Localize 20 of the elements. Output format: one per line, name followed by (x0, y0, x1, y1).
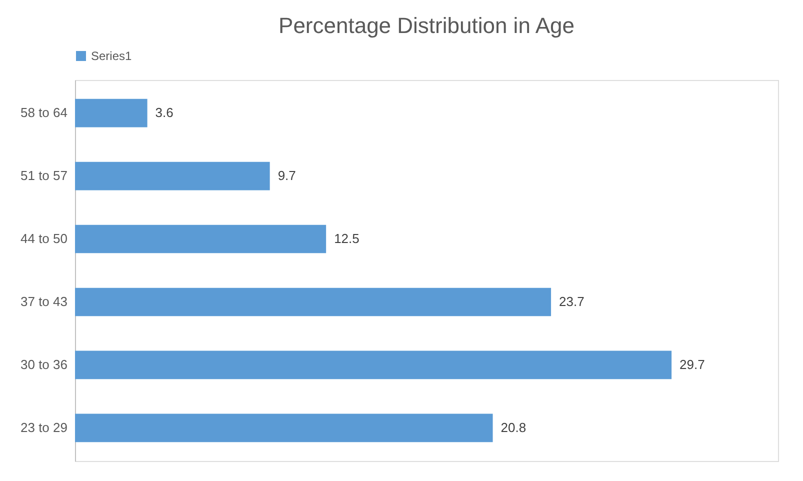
y-tick-label: 44 to 50 (20, 231, 68, 246)
y-tick-label: 30 to 36 (20, 356, 68, 372)
y-tick-label: 58 to 64 (20, 105, 68, 120)
bar (75, 414, 493, 442)
data-label: 23.7 (559, 294, 584, 309)
bar (75, 350, 672, 380)
data-label: 20.8 (500, 420, 526, 435)
chart-title: Percentage Distribution in Age (278, 13, 574, 38)
data-label: 3.6 (155, 105, 174, 120)
y-tick-label: 37 to 43 (20, 294, 68, 309)
data-label: 12.5 (334, 231, 360, 246)
y-tick-label: 23 to 29 (20, 420, 68, 435)
bar (75, 224, 326, 254)
data-label: 9.7 (278, 168, 296, 184)
bar (75, 162, 270, 190)
data-label: 29.7 (680, 356, 705, 372)
bar (75, 288, 552, 316)
y-tick-label: 51 to 57 (20, 168, 68, 184)
bar (75, 98, 148, 128)
legend-label: Series1 (91, 49, 132, 63)
